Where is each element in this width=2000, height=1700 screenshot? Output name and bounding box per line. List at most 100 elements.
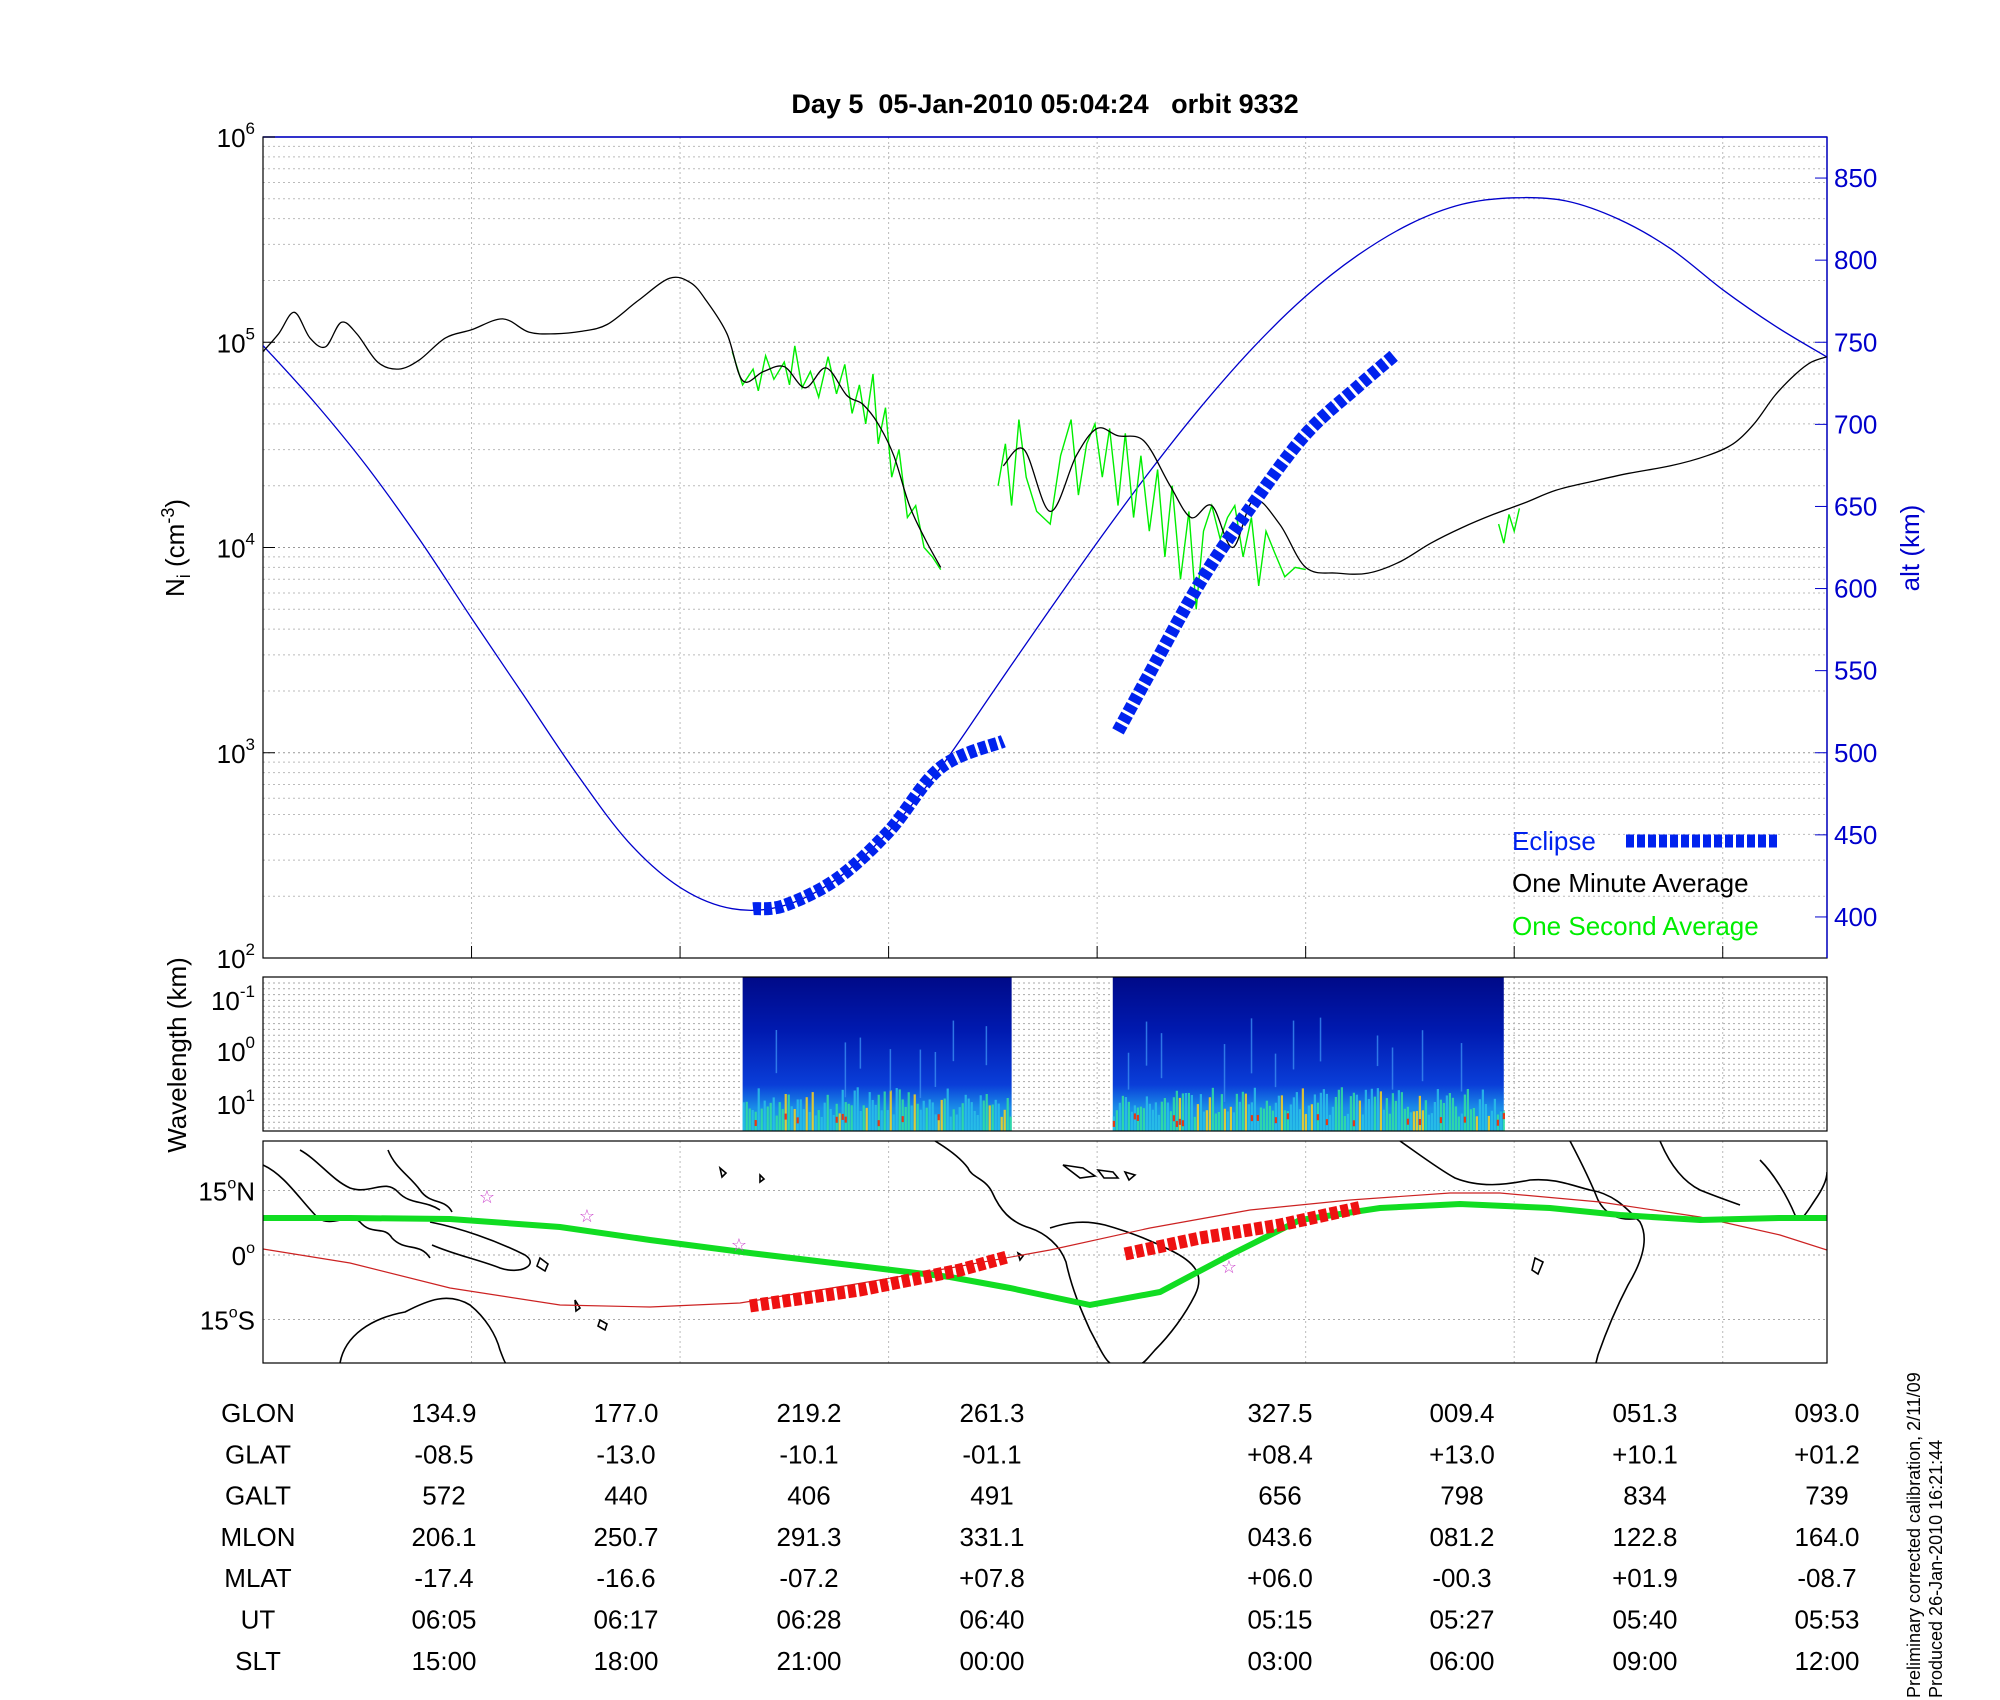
spectrogram-streak [775,1029,778,1074]
one-second-line [997,419,1306,610]
spectrogram-bin [1289,1104,1292,1131]
spectrogram-bin [1223,1108,1226,1131]
altitude-tick-label: 700 [1834,409,1877,439]
spectrogram-bin [1208,1097,1211,1131]
table-cell: 739 [1805,1481,1848,1511]
spectrogram-bin [1418,1095,1421,1131]
altitude-tick-label: 800 [1834,245,1877,275]
table-cell: 09:00 [1612,1646,1677,1676]
spectrogram-streak [859,1037,862,1069]
spectrogram-streak [1223,1044,1226,1102]
spectrogram-bin [988,1105,991,1131]
wavelength-tick-label: 100 [217,1033,255,1067]
spectrogram-bin [1298,1109,1301,1131]
spectrogram-bin [1502,1111,1505,1131]
spectrogram-bin [883,1091,886,1131]
degree-symbol: o [227,1176,236,1193]
spectrogram-bin [1304,1113,1307,1131]
spectrogram-bin [778,1102,781,1131]
table-cell: -08.7 [1797,1563,1856,1593]
spectrogram-streak [1319,1017,1322,1062]
spectrogram-bin [976,1114,979,1131]
spectrogram-bin [1301,1088,1304,1131]
spectrogram-bin [982,1100,985,1131]
density-tick-label: 106 [217,119,255,153]
table-cell: +01.2 [1794,1439,1860,1469]
spectrogram-bin [985,1094,988,1131]
tick-exp: -1 [240,982,255,1001]
footnote: Preliminary corrected calibration, 2/11/… [1904,1367,1946,1698]
spectrogram-bin [1175,1120,1178,1127]
table-cell: -10.1 [779,1439,838,1469]
one-minute-line [1002,356,1827,575]
spectrogram-bin [1388,1113,1391,1131]
spectrogram-bin [1499,1111,1502,1131]
spectrogram-bin [1256,1114,1259,1121]
spectrogram-bin [787,1094,790,1131]
spectrogram-bin [1343,1116,1346,1131]
table-cell: +06.0 [1247,1563,1313,1593]
eclipse-series [752,350,1399,916]
spectrogram-bin [1490,1110,1493,1131]
spectrogram-streak [1145,1021,1148,1066]
spectrogram-bin [907,1092,910,1131]
svg-text:Ni (cm-3): Ni (cm-3) [158,499,194,597]
spectrogram-bin [1475,1116,1478,1131]
table-cell: -00.3 [1432,1563,1491,1593]
spectrogram-bin [811,1092,814,1131]
spectrogram-bin [1175,1090,1178,1131]
spectrogram-streak [1460,1043,1463,1092]
table-cell: 834 [1623,1481,1666,1511]
eclipse-line [752,735,1006,916]
spectrogram-bin [925,1107,928,1131]
star-icon: ☆ [1221,1257,1237,1277]
spectrogram-bin [1139,1106,1142,1131]
tick-exp: 5 [246,324,255,343]
spectrogram-bin [1268,1105,1271,1131]
spectrogram-bin [967,1098,970,1131]
spectrogram-bin [859,1110,862,1131]
spectrogram-bin [820,1116,823,1131]
table-cell: 06:17 [593,1605,658,1635]
spectrogram-bin [1196,1104,1199,1131]
spectrogram-bin [1190,1095,1193,1131]
lat-number: 15 [198,1177,227,1207]
footnote-line-2: Produced 26-Jan-2010 16:21:44 [1926,1440,1946,1698]
table-cell: 491 [970,1481,1013,1511]
table-cell: -08.5 [414,1439,473,1469]
spectrogram-bin [1469,1109,1472,1131]
spectrogram [742,977,1505,1131]
spectrogram-bin [1439,1099,1442,1131]
magnetic-equator-path [263,1192,1827,1308]
tick-exp: 3 [246,735,255,754]
legend-second-label: One Second Average [1512,911,1759,941]
table-cell: +10.1 [1612,1439,1678,1469]
chart-title: Day 5 05-Jan-2010 05:04:24 orbit 9332 [791,89,1298,119]
spectrogram-bin [769,1102,772,1131]
table-cell: -17.4 [414,1563,473,1593]
spectrogram-streak [934,1051,937,1087]
hemisphere: N [236,1177,255,1207]
star-icon: ☆ [479,1187,495,1207]
altitude-tick-label: 500 [1834,738,1877,768]
table-cell: 261.3 [959,1398,1024,1428]
spectrogram-bin [784,1113,787,1120]
table-row-label: GALT [225,1481,291,1511]
tick-base: 10 [217,1037,246,1067]
spectrogram-bin [1244,1093,1247,1131]
spectrogram-bin [1439,1117,1442,1124]
map-grid [263,1141,1827,1363]
spectrogram-bin [805,1097,808,1131]
table-cell: 06:00 [1429,1646,1494,1676]
magnetic-equator-line [263,1192,1827,1308]
spectrogram-bin [1130,1111,1133,1131]
table-row-label: GLAT [225,1439,291,1469]
spectrogram-bin [1457,1116,1460,1131]
spectrogram-bin [823,1102,826,1131]
spectrogram-bin [1000,1116,1003,1131]
spectrogram-bin [1274,1117,1277,1124]
latitude-tick-label: 15oS [200,1305,255,1336]
spectrogram-bin [1337,1089,1340,1131]
